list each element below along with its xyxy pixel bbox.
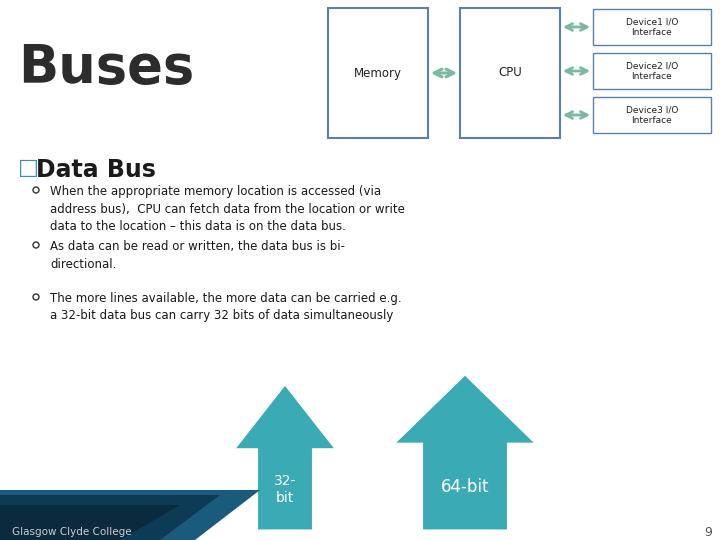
- Text: CPU: CPU: [498, 66, 522, 79]
- Text: Buses: Buses: [18, 42, 194, 94]
- Polygon shape: [0, 495, 220, 540]
- Text: Device2 I/O
Interface: Device2 I/O Interface: [626, 62, 678, 80]
- Text: Data Bus: Data Bus: [36, 158, 156, 182]
- Text: As data can be read or written, the data bus is bi-
directional.: As data can be read or written, the data…: [50, 240, 345, 271]
- Bar: [328, 8, 428, 138]
- Circle shape: [33, 187, 39, 193]
- Circle shape: [33, 242, 39, 248]
- Polygon shape: [0, 490, 260, 540]
- Polygon shape: [395, 375, 535, 530]
- Bar: [460, 8, 560, 138]
- Bar: [593, 9, 711, 45]
- Text: □: □: [18, 158, 39, 178]
- Text: 64-bit: 64-bit: [441, 477, 490, 496]
- Text: Device1 I/O
Interface: Device1 I/O Interface: [626, 17, 678, 37]
- Text: Glasgow Clyde College: Glasgow Clyde College: [12, 527, 132, 537]
- Bar: [593, 53, 711, 89]
- Text: Memory: Memory: [354, 66, 402, 79]
- Text: 9: 9: [704, 526, 712, 539]
- Polygon shape: [0, 505, 180, 540]
- Text: The more lines available, the more data can be carried e.g.
a 32-bit data bus ca: The more lines available, the more data …: [50, 292, 402, 322]
- Text: 32-
bit: 32- bit: [274, 474, 296, 505]
- Polygon shape: [235, 385, 335, 530]
- Text: Device3 I/O
Interface: Device3 I/O Interface: [626, 105, 678, 125]
- Circle shape: [33, 294, 39, 300]
- Text: When the appropriate memory location is accessed (via
address bus),  CPU can fet: When the appropriate memory location is …: [50, 185, 405, 233]
- Bar: [593, 97, 711, 133]
